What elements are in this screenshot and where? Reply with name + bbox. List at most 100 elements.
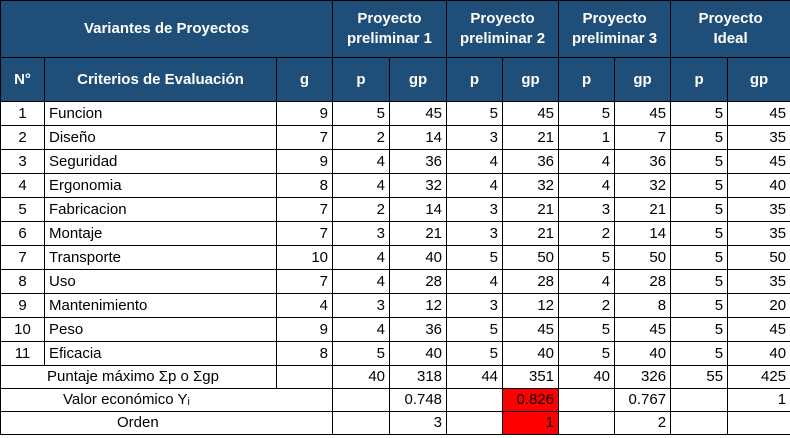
- cell-gp3: 7: [614, 125, 672, 150]
- totals-p1: 40: [332, 365, 390, 389]
- cell-n: 6: [0, 221, 45, 246]
- cell-gpi: 35: [727, 221, 790, 246]
- cell-gp2: 50: [502, 245, 560, 270]
- orden-pi-empty: [670, 411, 729, 435]
- cell-p3: 5: [558, 341, 616, 366]
- cell-p1: 4: [332, 245, 390, 270]
- cell-p3: 1: [558, 125, 616, 150]
- cell-g: 7: [276, 269, 333, 294]
- table-row: 1 Funcion 9 5 45 5 45 5 45 5 45: [0, 101, 790, 126]
- orden-3: 2: [614, 411, 672, 435]
- table-row: 4 Ergonomia 8 4 32 4 32 4 32 5 40: [0, 173, 790, 198]
- valor-p2-empty: [446, 388, 504, 412]
- cell-p3: 4: [558, 149, 616, 174]
- totals-row: Puntaje máximo Σp o Σgp 40 318 44 351 40…: [0, 365, 790, 389]
- cell-g: 7: [276, 221, 333, 246]
- cell-gpi: 40: [727, 341, 790, 366]
- col-header-gp1: gp: [388, 57, 448, 102]
- totals-g: [276, 365, 333, 389]
- cell-p3: 5: [558, 317, 616, 342]
- cell-g: 10: [276, 245, 333, 270]
- project-ideal-header-line2: Ideal: [713, 30, 748, 47]
- cell-criterio: Mantenimiento: [44, 293, 277, 318]
- cell-criterio: Funcion: [44, 101, 277, 126]
- cell-gp1: 40: [388, 245, 448, 270]
- cell-pi: 5: [670, 293, 729, 318]
- cell-p1: 4: [332, 269, 390, 294]
- cell-gpi: 45: [727, 317, 790, 342]
- cell-gp2: 40: [502, 341, 560, 366]
- cell-p2: 5: [446, 245, 504, 270]
- cell-gp2: 32: [502, 173, 560, 198]
- cell-gp3: 50: [614, 245, 672, 270]
- table-row: 10 Peso 9 4 36 5 45 5 45 5 45: [0, 317, 790, 342]
- cell-g: 8: [276, 173, 333, 198]
- cell-pi: 5: [670, 197, 729, 222]
- cell-gpi: 45: [727, 101, 790, 126]
- cell-p1: 2: [332, 197, 390, 222]
- cell-p1: 3: [332, 293, 390, 318]
- cell-pi: 5: [670, 317, 729, 342]
- col-header-p1: p: [332, 57, 390, 102]
- cell-n: 4: [0, 173, 45, 198]
- project-3-header-line1: Proyecto: [582, 10, 647, 27]
- col-header-gp2: gp: [502, 57, 560, 102]
- cell-p2: 3: [446, 197, 504, 222]
- project-3-header-line2: preliminar 3: [572, 30, 658, 47]
- cell-pi: 5: [670, 173, 729, 198]
- cell-p3: 4: [558, 173, 616, 198]
- cell-n: 9: [0, 293, 45, 318]
- cell-p2: 4: [446, 269, 504, 294]
- cell-gp1: 36: [388, 317, 448, 342]
- cell-gp2: 45: [502, 101, 560, 126]
- cell-gp1: 45: [388, 101, 448, 126]
- cell-criterio: Ergonomia: [44, 173, 277, 198]
- valor-pi-empty: [670, 388, 729, 412]
- cell-p1: 3: [332, 221, 390, 246]
- cell-gp3: 32: [614, 173, 672, 198]
- cell-gp3: 40: [614, 341, 672, 366]
- cell-p1: 4: [332, 173, 390, 198]
- valor-p3-empty: [558, 388, 616, 412]
- cell-gp1: 21: [388, 221, 448, 246]
- header-row-columns: N° Criterios de Evaluación g p gp p gp p…: [0, 57, 790, 102]
- cell-n: 8: [0, 269, 45, 294]
- cell-gp1: 32: [388, 173, 448, 198]
- cell-gp1: 28: [388, 269, 448, 294]
- table-row: 7 Transporte 10 4 40 5 50 5 50 5 50: [0, 245, 790, 270]
- cell-pi: 5: [670, 341, 729, 366]
- totals-gp1: 318: [388, 365, 448, 389]
- cell-gp2: 21: [502, 197, 560, 222]
- cell-gp1: 14: [388, 125, 448, 150]
- table-row: 8 Uso 7 4 28 4 28 4 28 5 35: [0, 269, 790, 294]
- cell-gp3: 14: [614, 221, 672, 246]
- cell-gp3: 45: [614, 101, 672, 126]
- cell-gp3: 8: [614, 293, 672, 318]
- valor-ideal: 1: [727, 388, 790, 412]
- cell-p3: 2: [558, 221, 616, 246]
- col-header-criteria: Criterios de Evaluación: [44, 57, 277, 102]
- valor-1: 0.748: [388, 388, 448, 412]
- cell-p1: 2: [332, 125, 390, 150]
- cell-gp2: 12: [502, 293, 560, 318]
- cell-n: 10: [0, 317, 45, 342]
- cell-p1: 4: [332, 149, 390, 174]
- cell-pi: 5: [670, 221, 729, 246]
- totals-gp2: 351: [502, 365, 560, 389]
- cell-gp2: 21: [502, 125, 560, 150]
- totals-gp3: 326: [614, 365, 672, 389]
- cell-gp2: 21: [502, 221, 560, 246]
- cell-gp3: 28: [614, 269, 672, 294]
- orden-ideal-empty: [727, 411, 790, 435]
- totals-p3: 40: [558, 365, 616, 389]
- cell-gp2: 36: [502, 149, 560, 174]
- cell-criterio: Eficacia: [44, 341, 277, 366]
- cell-p1: 5: [332, 101, 390, 126]
- totals-pi: 55: [670, 365, 729, 389]
- cell-gp3: 21: [614, 197, 672, 222]
- cell-n: 5: [0, 197, 45, 222]
- cell-p2: 5: [446, 341, 504, 366]
- header-row-projects: Variantes de Proyectos Proyecto prelimina…: [0, 0, 790, 58]
- cell-n: 2: [0, 125, 45, 150]
